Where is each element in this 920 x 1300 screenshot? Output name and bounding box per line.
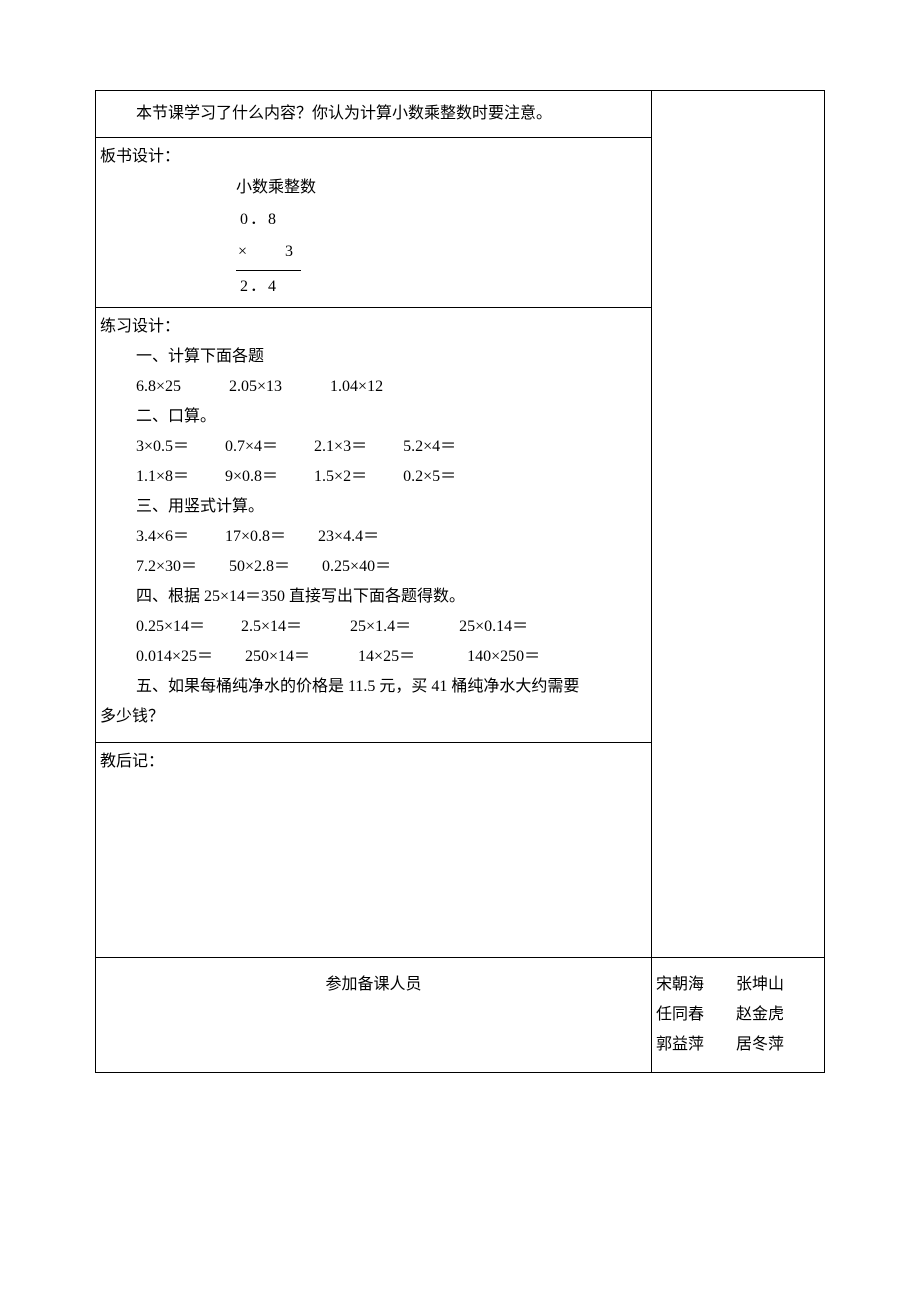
sec5-line1: 五、如果每桶纯净水的价格是 11.5 元，买 41 桶纯净水大约需要 [96,672,651,702]
participant-names: 宋朝海 张坤山 任同春 赵金虎 郭益萍 居冬萍 [656,976,816,1053]
sec5-line2: 多少钱？ [96,702,651,732]
calc-line-3: 2．4 [236,271,651,303]
sec4-title: 四、根据 25×14＝350 直接写出下面各题得数。 [96,582,651,612]
board-design-label: 板书设计： [96,142,651,172]
sec4-line2: 0.014×25＝ 250×14＝ 14×25＝ 140×250＝ [96,642,651,672]
sec2-line2: 1.1×8＝ 9×0.8＝ 1.5×2＝ 0.2×5＝ [96,462,651,492]
row3-left: 练习设计： 一、计算下面各题 6.8×25 2.05×13 1.04×12 二、… [96,308,652,743]
calc-line-2: × 3 [236,236,301,271]
lesson-plan-table: 本节课学习了什么内容？你认为计算小数乘整数时要注意。 板书设计： 小数乘整数 0… [95,90,825,1073]
summary-question: 本节课学习了什么内容？你认为计算小数乘整数时要注意。 [96,91,651,137]
sec4-line1: 0.25×14＝ 2.5×14＝ 25×1.4＝ 25×0.14＝ [96,612,651,642]
exercise-label: 练习设计： [96,318,180,335]
teaching-notes-label: 教后记： [96,743,651,957]
calc-line-1: 0．8 [236,204,651,236]
document-page: 本节课学习了什么内容？你认为计算小数乘整数时要注意。 板书设计： 小数乘整数 0… [0,0,920,1073]
footer-names-cell: 宋朝海 张坤山 任同春 赵金虎 郭益萍 居冬萍 [652,958,825,1073]
sec3-title: 三、用竖式计算。 [96,492,651,522]
footer-label: 参加备课人员 [96,958,652,1073]
right-empty-column [652,91,825,958]
row1-left: 本节课学习了什么内容？你认为计算小数乘整数时要注意。 [96,91,652,138]
sec3-line1: 3.4×6＝ 17×0.8＝ 23×4.4＝ [96,522,651,552]
row2-left: 板书设计： 小数乘整数 0．8 × 3 2．4 [96,138,652,308]
board-design-title: 小数乘整数 [236,172,651,204]
sec1-line1: 6.8×25 2.05×13 1.04×12 [96,372,651,402]
sec2-line1: 3×0.5＝ 0.7×4＝ 2.1×3＝ 5.2×4＝ [96,432,651,462]
row4-left: 教后记： [96,743,652,958]
sec3-line2: 7.2×30＝ 50×2.8＝ 0.25×40＝ [96,552,651,582]
sec1-title: 一、计算下面各题 [96,342,651,372]
sec2-title: 二、口算。 [96,402,651,432]
